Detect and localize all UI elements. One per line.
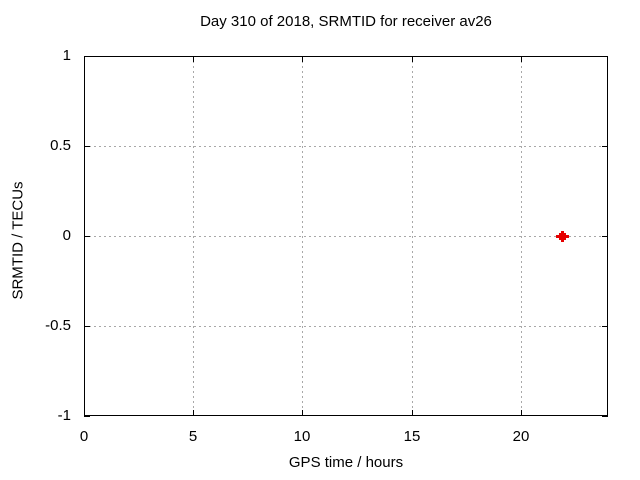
x-tick-label: 10 bbox=[293, 428, 311, 445]
x-tick-mark-bottom bbox=[521, 410, 522, 416]
y-tick-label: -1 bbox=[57, 407, 71, 424]
x-tick-mark-top bbox=[521, 56, 522, 62]
x-tick-label: 15 bbox=[403, 428, 421, 445]
y-tick-mark-right bbox=[602, 146, 608, 147]
x-tick-mark-top bbox=[84, 56, 85, 62]
y-tick-mark-left bbox=[84, 146, 90, 147]
x-tick-mark-top bbox=[412, 56, 413, 62]
x-tick-label: 20 bbox=[512, 428, 530, 445]
y-gridline bbox=[84, 326, 608, 327]
y-tick-mark-left bbox=[84, 56, 90, 57]
y-tick-mark-left bbox=[84, 416, 90, 417]
y-tick-label: 1 bbox=[62, 47, 71, 64]
x-tick-mark-top bbox=[193, 56, 194, 62]
x-tick-mark-bottom bbox=[84, 410, 85, 416]
x-tick-mark-bottom bbox=[302, 410, 303, 416]
y-tick-mark-right bbox=[602, 236, 608, 237]
y-gridline bbox=[84, 236, 608, 237]
y-tick-label: 0.5 bbox=[50, 137, 71, 154]
x-tick-mark-bottom bbox=[193, 410, 194, 416]
x-tick-label: 0 bbox=[79, 428, 89, 445]
y-tick-mark-right bbox=[602, 416, 608, 417]
chart-title: Day 310 of 2018, SRMTID for receiver av2… bbox=[200, 13, 492, 30]
y-tick-mark-left bbox=[84, 236, 90, 237]
x-tick-label: 5 bbox=[188, 428, 198, 445]
x-tick-mark-bottom bbox=[412, 410, 413, 416]
x-tick-mark-top bbox=[302, 56, 303, 62]
y-tick-mark-right bbox=[602, 326, 608, 327]
marker-center-square bbox=[558, 232, 566, 240]
y-gridline bbox=[84, 146, 608, 147]
x-axis-label: GPS time / hours bbox=[288, 454, 404, 471]
data-point-marker bbox=[555, 230, 569, 243]
y-tick-label: -0.5 bbox=[45, 317, 71, 334]
y-tick-mark-left bbox=[84, 326, 90, 327]
y-tick-mark-right bbox=[602, 56, 608, 57]
y-tick-label: 0 bbox=[62, 227, 71, 244]
